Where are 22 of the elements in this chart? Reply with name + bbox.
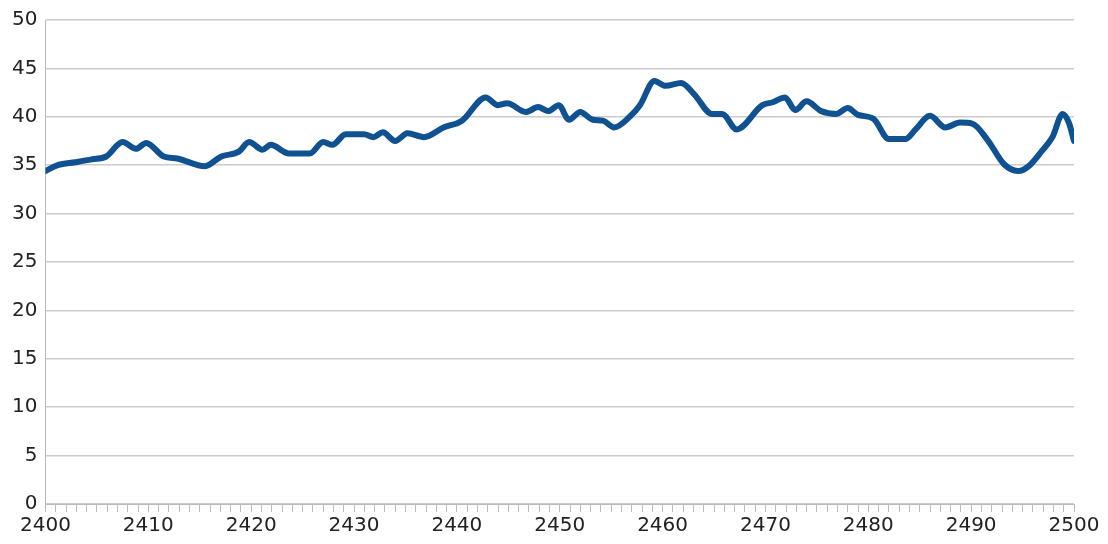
x-tick-label: 2460 <box>637 512 689 537</box>
x-tick-label: 2430 <box>328 512 380 537</box>
x-tick-label: 2440 <box>431 512 483 537</box>
x-tick-label: 2490 <box>945 512 997 537</box>
x-tick-label: 2450 <box>534 512 586 537</box>
y-tick-label: 30 <box>12 199 38 224</box>
y-tick-label: 25 <box>12 248 38 273</box>
x-tick-label: 2400 <box>20 512 71 537</box>
y-tick-label: 15 <box>12 345 38 369</box>
y-tick-label: 5 <box>24 441 38 466</box>
y-tick-label: 0 <box>24 490 38 515</box>
x-tick-label: 2410 <box>122 512 174 537</box>
y-tick-label: 35 <box>12 151 38 176</box>
y-tick-label: 45 <box>12 54 38 79</box>
x-tick-label: 2420 <box>225 512 277 537</box>
y-tick-label: 10 <box>12 393 38 418</box>
y-tick-label: 40 <box>12 103 38 127</box>
x-tick-label: 2500 <box>1048 512 1100 537</box>
x-tick-label: 2480 <box>842 512 894 537</box>
y-tick-label: 20 <box>12 296 38 321</box>
x-tick-label: 2470 <box>739 512 791 537</box>
y-tick-label: 50 <box>12 6 38 31</box>
